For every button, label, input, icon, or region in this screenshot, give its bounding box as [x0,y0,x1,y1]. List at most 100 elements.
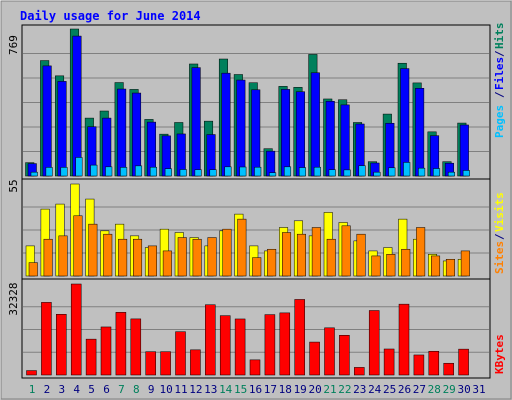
files-bar [325,101,335,177]
kbytes-bar [100,326,112,376]
hits-bars [25,28,470,177]
day-label: 14 [219,383,233,396]
pages-bar [403,162,411,177]
pages-bar [328,169,336,177]
day-label: 22 [338,383,351,396]
sites-bar [162,250,172,277]
pages-bar [164,168,172,177]
kbytes-bar [85,338,97,376]
kbytes-bar [324,327,335,376]
sites-bar [326,238,336,277]
sites-bar [118,238,128,277]
pages-bar [462,170,470,177]
visits-bars [25,183,470,277]
files-bar [340,104,350,177]
kbytes-bar [56,314,67,376]
kbytes-gridlines [23,306,489,353]
pages-bar [447,171,455,177]
day-label: 13 [204,383,217,396]
kbytes-bar [383,348,395,376]
pages-bar [254,166,262,177]
day-label: 15 [234,383,247,396]
day-label: 24 [368,383,382,396]
kbytes-panel: 32328 KBytes [7,278,506,379]
day-label: 1 [29,383,36,396]
files-bar [281,89,291,177]
visits-panel-max-label: 55 [7,179,20,192]
day-label: 30 [457,383,470,396]
files-bar [132,92,142,177]
files-bar [57,81,67,177]
legend-visits: Visits [493,192,506,232]
pages-bar [269,172,277,177]
pages-bar [30,171,38,177]
kbytes-bar [309,341,320,376]
day-label: 3 [58,383,65,396]
pages-bar [105,166,113,177]
sites-bar [88,223,98,277]
kbytes-bar [115,312,127,376]
pages-bar [388,167,396,177]
files-bar [266,150,276,177]
pages-bar [224,166,232,177]
day-label: 27 [413,383,426,396]
day-label: 28 [428,383,441,396]
kbytes-bar [205,304,216,376]
kbytes-bar [413,354,425,376]
day-label: 17 [264,383,277,396]
pages-bar [135,165,143,177]
files-bar [42,65,52,177]
kbytes-bar [279,312,291,376]
files-bar [191,67,201,177]
kbytes-bar [26,370,37,376]
day-label: 29 [443,383,456,396]
day-label: 21 [323,383,336,396]
pages-bar [343,169,351,177]
day-label: 16 [249,383,262,396]
kbytes-bars [26,283,469,376]
sites-bar [416,227,426,277]
sites-bar [222,228,232,277]
files-bar [251,89,261,177]
sites-bar [133,238,143,277]
files-bar [459,124,469,177]
day-label: 12 [189,383,202,396]
kbytes-bar [339,335,350,376]
legend-separator: / [493,91,506,98]
hits-files-pages-panel: 769 Pages / Files / Hits [7,23,506,180]
sites-bar [237,218,247,277]
visits-legend: Sites / Visits [493,192,506,274]
files-bar [117,88,127,177]
pages-bar [90,164,98,177]
legend-files: Files [493,57,506,90]
kbytes-bar [160,351,171,376]
day-label: 23 [353,383,366,396]
pages-bar [358,165,366,177]
legend-kbytes: KBytes [493,334,506,374]
kbytes-bar [130,318,142,376]
pages-bar [313,166,321,177]
pages-bar [60,167,68,177]
day-label: 9 [148,383,155,396]
pages-bar [45,167,53,177]
files-bar [310,72,320,177]
pages-bar [120,167,128,177]
sites-bar [371,255,381,277]
pages-bar [209,169,217,177]
sites-bar [431,255,441,277]
files-bar [415,88,425,177]
kbytes-bar [428,350,440,376]
sites-bar [43,238,53,277]
sites-bar [73,215,83,277]
chart-title: Daily usage for June 2014 [20,9,201,23]
day-label: 10 [159,383,172,396]
sites-bar [58,235,68,277]
pages-bar [179,169,187,177]
pages-bar [418,167,426,177]
kbytes-bar [249,359,261,376]
sites-bar [207,237,217,277]
sites-bar [103,233,113,277]
sites-bar [386,254,396,277]
x-axis-day-labels: 1 2 3 4 5 6 7 8 9 10 11 12 13 14 15 16 17 18 19 20 21 22 23 24 2… [29,383,486,396]
